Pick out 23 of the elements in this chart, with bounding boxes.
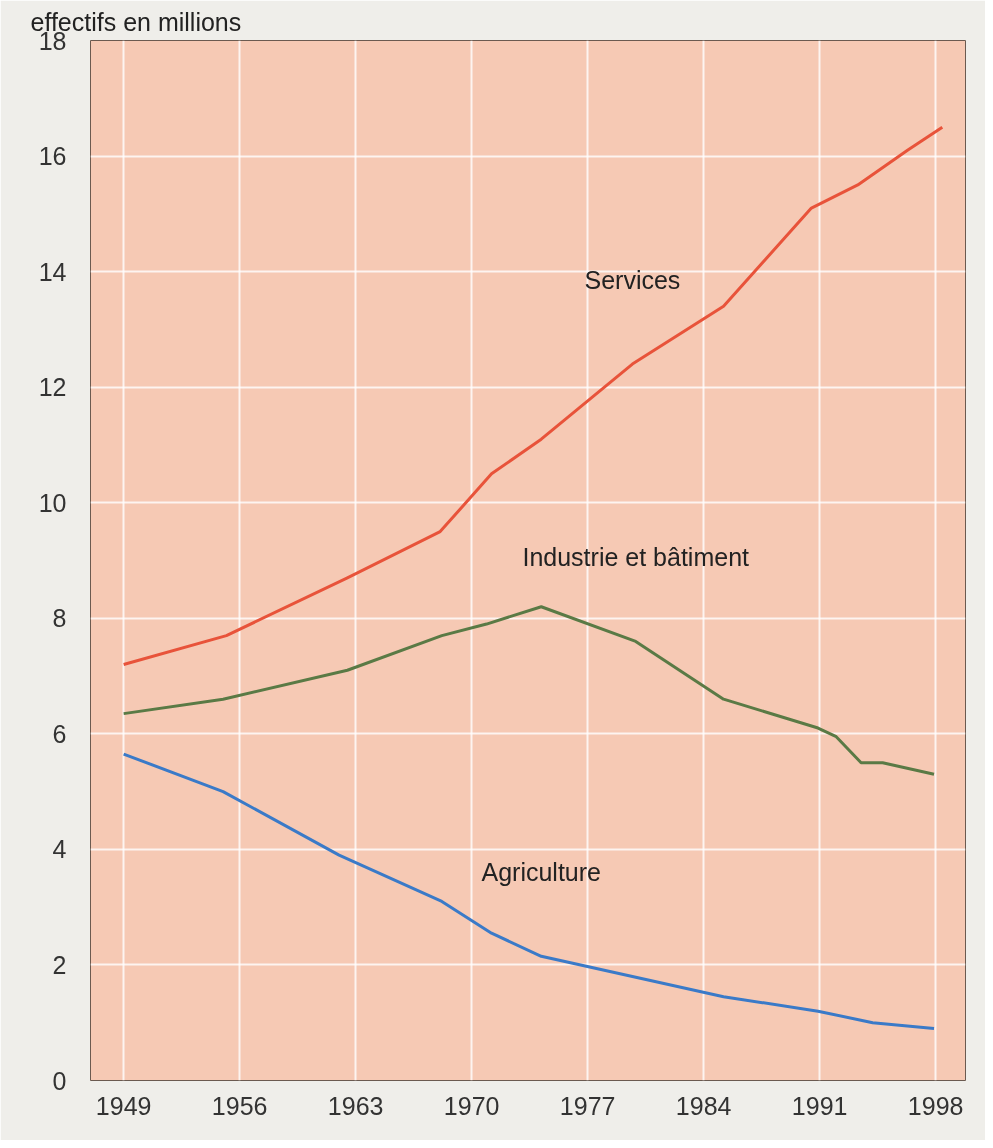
x-tick-label: 1984 — [675, 1091, 732, 1120]
series-label: Agriculture — [481, 858, 602, 887]
line-series — [122, 752, 936, 1030]
x-tick-label: 1963 — [327, 1091, 384, 1120]
y-tick-label: 12 — [38, 373, 67, 402]
series-label: Industrie et bâtiment — [522, 543, 750, 572]
y-tick-label: 14 — [38, 257, 67, 286]
x-tick-label: 1970 — [443, 1091, 500, 1120]
y-tick-label: 10 — [38, 488, 67, 517]
y-tick-label: 16 — [38, 142, 67, 171]
x-tick-label: 1998 — [907, 1091, 964, 1120]
y-tick-label: 8 — [52, 604, 67, 633]
x-tick-label: 1949 — [95, 1091, 152, 1120]
x-tick-label: 1977 — [559, 1091, 616, 1120]
y-tick-label: 2 — [52, 950, 67, 979]
y-tick-label: 6 — [52, 719, 67, 748]
y-tick-label: 4 — [52, 835, 67, 864]
line-series — [122, 125, 944, 666]
x-tick-label: 1991 — [791, 1091, 848, 1120]
x-tick-label: 1956 — [211, 1091, 268, 1120]
series-label: Services — [584, 266, 681, 295]
line-series — [122, 605, 936, 776]
y-tick-label: 0 — [52, 1066, 67, 1095]
